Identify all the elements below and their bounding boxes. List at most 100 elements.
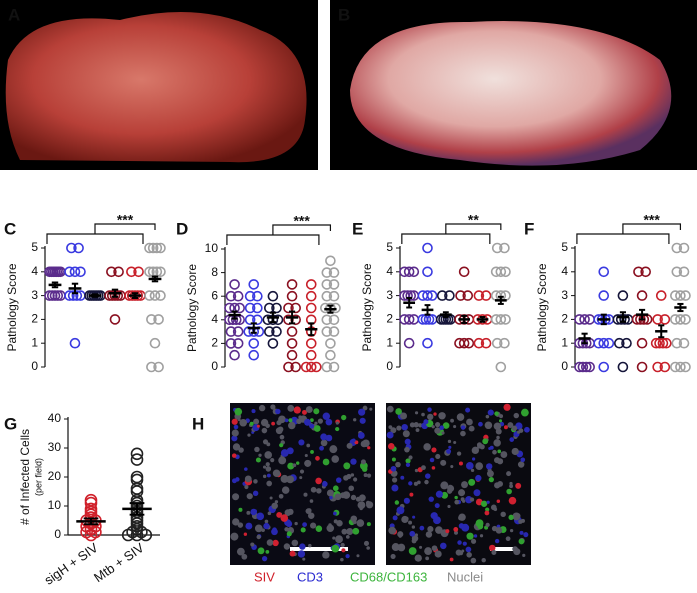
cell [518, 538, 525, 545]
data-point [69, 266, 81, 278]
cell [360, 459, 366, 465]
data-point [328, 361, 340, 373]
cell [507, 422, 514, 429]
data-point [495, 314, 507, 325]
cell [414, 468, 419, 473]
cell [258, 453, 262, 457]
cell [403, 497, 410, 504]
y-tick-label: 2 [211, 336, 218, 350]
data-point [283, 361, 294, 373]
cell [435, 453, 441, 460]
panel-label: D [176, 219, 188, 238]
cell [387, 443, 395, 450]
cell [256, 424, 260, 428]
cell [458, 523, 465, 529]
cell [306, 443, 311, 448]
cell [386, 405, 394, 413]
data-point [232, 338, 244, 349]
cell [477, 523, 484, 530]
cell [466, 418, 473, 426]
data-point [264, 302, 275, 314]
cell [391, 543, 400, 552]
cell [435, 421, 441, 428]
data-point [422, 337, 433, 349]
cell [470, 497, 475, 502]
cell [460, 425, 466, 430]
cell [267, 511, 272, 516]
cell [484, 421, 493, 430]
data-point [321, 279, 333, 290]
cell [508, 514, 514, 520]
cell [442, 422, 450, 429]
cell [523, 532, 529, 538]
cell [396, 425, 402, 431]
cell [496, 435, 500, 440]
error-bar [308, 322, 315, 337]
data-point [73, 242, 84, 254]
data-point [640, 266, 651, 278]
cell [400, 412, 408, 420]
cell [305, 406, 313, 414]
error-bar [111, 288, 119, 298]
data-point [580, 361, 592, 373]
cell [506, 488, 512, 495]
data-point [636, 290, 648, 301]
error-bar [424, 304, 431, 316]
cell [386, 431, 394, 439]
cell [512, 512, 521, 521]
cell [341, 528, 348, 535]
cell [230, 532, 239, 541]
cell [335, 421, 339, 425]
y-tick-label: 8 [211, 265, 218, 279]
data-point [491, 337, 503, 349]
cell [361, 466, 368, 472]
cell [244, 467, 248, 471]
cell [345, 553, 350, 559]
data-point [678, 266, 690, 278]
cell [304, 453, 308, 458]
panel-label: H [192, 414, 204, 433]
cell [453, 425, 457, 429]
data-point [670, 290, 681, 301]
data-point [678, 242, 690, 254]
data-point [405, 290, 417, 301]
data-point [603, 337, 615, 349]
y-tick-label: 1 [386, 335, 393, 349]
cell [362, 405, 368, 411]
cell [416, 480, 421, 485]
y-tick-label: 1 [561, 335, 568, 349]
cell [288, 421, 296, 430]
cell [266, 539, 274, 546]
cell [398, 534, 402, 538]
error-bar [497, 295, 504, 305]
cell [506, 471, 512, 477]
cell [470, 557, 477, 564]
cell [320, 433, 328, 441]
cell [304, 459, 312, 467]
lung-a [5, 12, 307, 163]
cell [310, 450, 314, 454]
cell [359, 417, 366, 424]
cell [315, 477, 322, 485]
cell [390, 553, 396, 559]
cell [280, 514, 289, 522]
cell [241, 553, 248, 560]
cell [431, 425, 435, 429]
y-tick-label: 4 [211, 312, 218, 326]
cell [453, 440, 457, 445]
data-point [577, 361, 589, 373]
data-point [480, 290, 492, 301]
data-point [670, 314, 681, 325]
data-point [305, 279, 317, 290]
data-point [574, 361, 585, 373]
cell [412, 515, 416, 519]
error-bar [619, 311, 626, 323]
cell [500, 451, 508, 458]
micrograph-1 [230, 403, 375, 565]
lung-b [350, 21, 672, 166]
data-point [500, 266, 511, 278]
y-axis-label: Pathology Score [5, 263, 19, 351]
cell [408, 455, 413, 460]
data-point [286, 338, 298, 349]
cell [401, 515, 409, 524]
